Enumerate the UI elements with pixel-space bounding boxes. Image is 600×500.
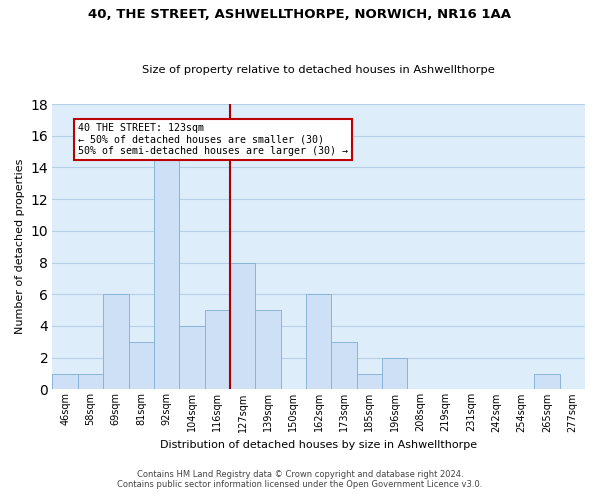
- Bar: [382, 358, 407, 390]
- Text: 40 THE STREET: 123sqm
← 50% of detached houses are smaller (30)
50% of semi-deta: 40 THE STREET: 123sqm ← 50% of detached …: [78, 123, 348, 156]
- Bar: [154, 152, 179, 390]
- Bar: [205, 310, 230, 390]
- Bar: [103, 294, 128, 390]
- Bar: [179, 326, 205, 390]
- Text: Contains HM Land Registry data © Crown copyright and database right 2024.
Contai: Contains HM Land Registry data © Crown c…: [118, 470, 482, 489]
- Bar: [52, 374, 78, 390]
- Bar: [256, 310, 281, 390]
- X-axis label: Distribution of detached houses by size in Ashwellthorpe: Distribution of detached houses by size …: [160, 440, 477, 450]
- Bar: [230, 262, 256, 390]
- Bar: [306, 294, 331, 390]
- Text: 40, THE STREET, ASHWELLTHORPE, NORWICH, NR16 1AA: 40, THE STREET, ASHWELLTHORPE, NORWICH, …: [89, 8, 511, 20]
- Title: Size of property relative to detached houses in Ashwellthorpe: Size of property relative to detached ho…: [142, 66, 495, 76]
- Y-axis label: Number of detached properties: Number of detached properties: [15, 159, 25, 334]
- Bar: [78, 374, 103, 390]
- Bar: [534, 374, 560, 390]
- Bar: [331, 342, 357, 390]
- Bar: [357, 374, 382, 390]
- Bar: [128, 342, 154, 390]
